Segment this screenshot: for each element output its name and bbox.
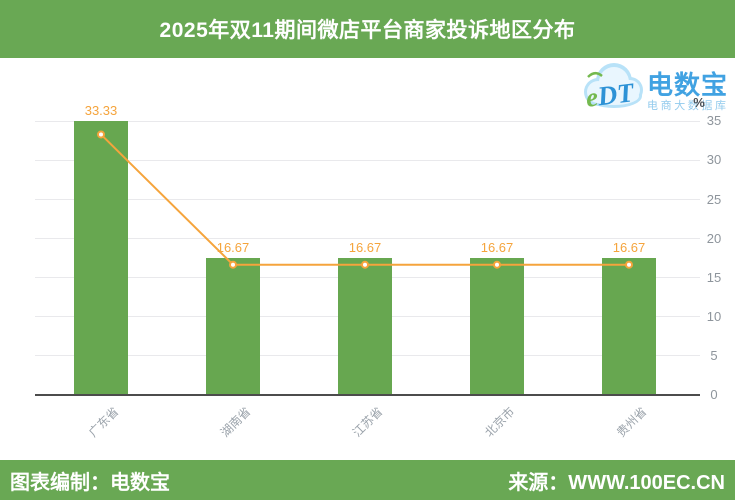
logo-tagline: 电商大数据库 xyxy=(647,98,729,112)
title-bar: 2025年双11期间微店平台商家投诉地区分布 xyxy=(0,0,735,58)
x-axis-label-广东省: 广东省 xyxy=(85,404,122,440)
y-tick-label-20: 20 xyxy=(706,230,722,246)
y-tick-label-30: 30 xyxy=(706,152,722,168)
data-label-北京市: 16.67 xyxy=(480,240,514,256)
y-tick-label-10: 10 xyxy=(706,308,722,324)
bar-江苏省 xyxy=(338,258,392,395)
y-tick-label-5: 5 xyxy=(710,347,718,363)
data-label-贵州省: 16.67 xyxy=(612,240,646,256)
bar-广东省 xyxy=(74,121,128,395)
gridline-20 xyxy=(35,238,700,240)
y-tick-label-25: 25 xyxy=(706,191,722,207)
data-label-广东省: 33.33 xyxy=(84,103,118,119)
data-label-湖南省: 16.67 xyxy=(216,240,250,256)
logo-text-e: e xyxy=(584,82,600,112)
logo-brand: 电数宝 xyxy=(647,70,728,100)
footer-source: 来源：WWW.100EC.CN xyxy=(508,471,725,494)
gridline-25 xyxy=(35,199,700,201)
edt-logo: eDT 电数宝 电商大数据库 xyxy=(584,63,729,112)
data-label-江苏省: 16.67 xyxy=(348,240,382,256)
y-tick-label-35: 35 xyxy=(706,113,722,129)
x-axis-label-湖南省: 湖南省 xyxy=(217,404,254,440)
leaf-accent-icon xyxy=(587,72,603,78)
y-axis-unit-label: % xyxy=(693,95,705,110)
svg-text:eDT: eDT xyxy=(584,77,637,112)
x-axis-label-北京市: 北京市 xyxy=(481,404,518,440)
x-axis-line xyxy=(35,394,700,396)
page-title: 2025年双11期间微店平台商家投诉地区分布 xyxy=(159,19,576,42)
gridline-35 xyxy=(35,120,700,122)
x-axis-label-贵州省: 贵州省 xyxy=(613,404,650,440)
footer-credit: 图表编制：电数宝 xyxy=(10,471,170,494)
logo-text-dt: DT xyxy=(595,77,637,111)
y-tick-label-15: 15 xyxy=(706,269,722,285)
bar-贵州省 xyxy=(602,258,656,395)
x-axis-label-江苏省: 江苏省 xyxy=(349,404,386,440)
footer-bar: 图表编制：电数宝 来源：WWW.100EC.CN xyxy=(0,460,735,500)
cloud-icon xyxy=(584,63,643,108)
bar-北京市 xyxy=(470,258,524,395)
y-tick-label-0: 0 xyxy=(710,387,718,402)
gridline-30 xyxy=(35,159,700,161)
bar-湖南省 xyxy=(206,258,260,395)
